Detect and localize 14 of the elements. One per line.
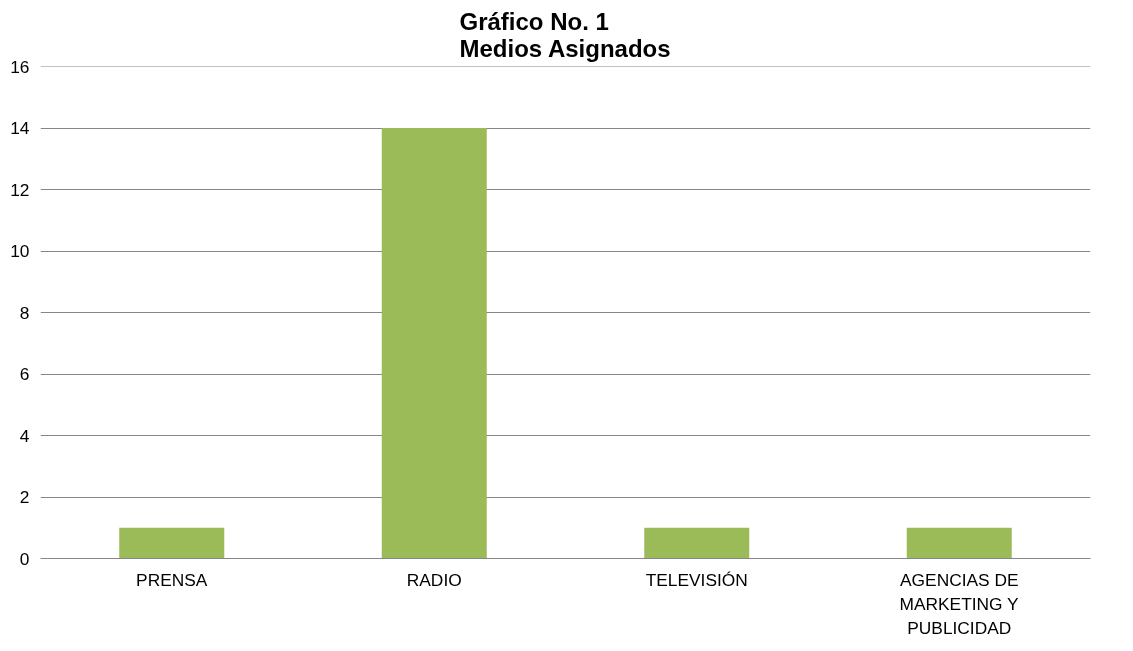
x-tick-label: AGENCIAS DE MARKETING Y PUBLICIDAD <box>899 569 1020 638</box>
y-tick-label: 2 <box>19 487 30 507</box>
x-tick-label: TELEVISIÓN <box>645 569 748 590</box>
y-tick-label: 4 <box>19 425 30 446</box>
y-tick-label: 6 <box>19 364 30 384</box>
y-tick-label: 12 <box>10 179 30 200</box>
y-tick-label: 0 <box>19 548 30 569</box>
y-tick-label: 16 <box>10 56 30 77</box>
chart-title: Gráfico No. 1 Medios Asignados <box>459 7 671 62</box>
x-tick-label: PRENSA <box>136 569 208 590</box>
y-tick-label: 8 <box>19 302 30 323</box>
y-tick-label: 10 <box>10 241 30 261</box>
y-tick-label: 14 <box>10 118 30 138</box>
x-tick-label: RADIO <box>406 569 462 590</box>
